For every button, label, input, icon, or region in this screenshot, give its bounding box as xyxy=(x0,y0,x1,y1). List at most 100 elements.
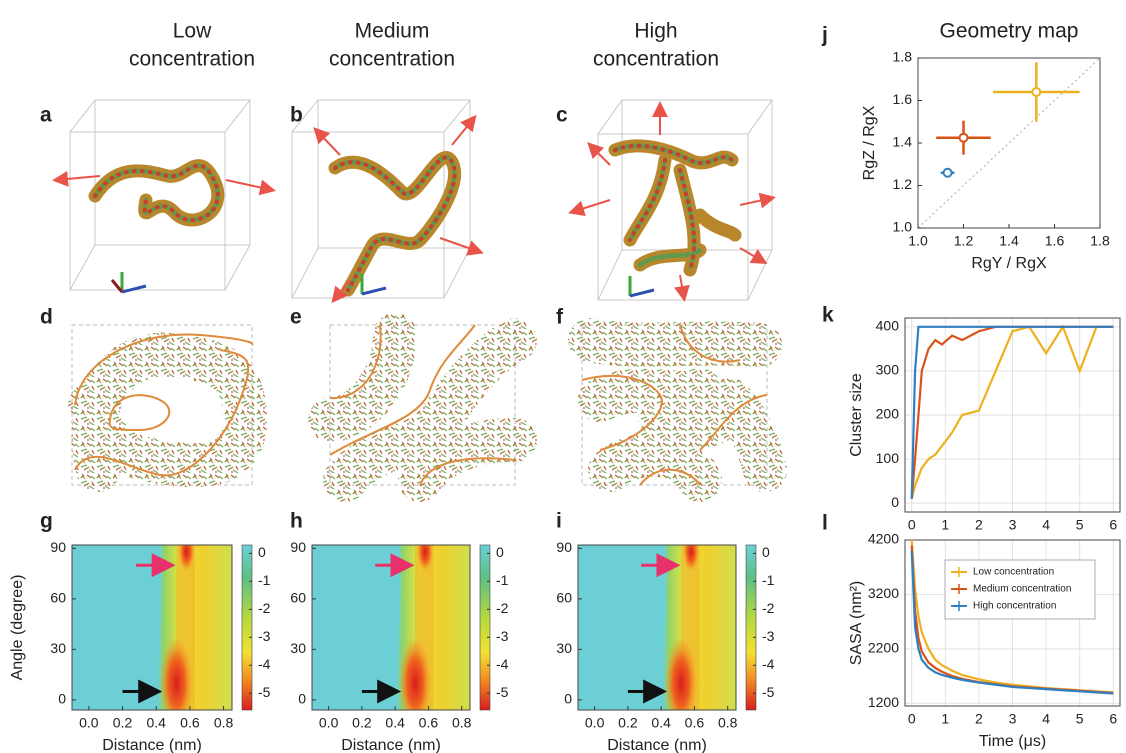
chart-title: Geometry map xyxy=(940,20,1079,43)
x-tick-label: 1.6 xyxy=(1045,233,1065,249)
colorbar-tick-label: -3 xyxy=(762,628,775,644)
y-tick-label: 200 xyxy=(876,406,900,422)
snapshot-3d xyxy=(52,99,276,294)
column-title: Medium xyxy=(355,20,430,43)
colorbar-tick-label: 0 xyxy=(496,544,504,560)
heatmap-hotspot xyxy=(178,545,195,572)
y-tick-label: 60 xyxy=(290,590,306,606)
x-tick-label: 0.4 xyxy=(385,715,405,731)
panel-label: h xyxy=(290,510,303,533)
x-tick-label: 0.6 xyxy=(685,715,705,731)
y-tick-label: 90 xyxy=(556,539,572,555)
plot-frame xyxy=(71,544,233,711)
panel-label: e xyxy=(290,306,302,329)
y-tick-label: 1.6 xyxy=(893,91,913,107)
y-tick-label: 2200 xyxy=(868,640,899,656)
x-tick-label: 0.4 xyxy=(146,715,166,731)
y-tick-label: 1.0 xyxy=(893,219,913,235)
legend-label: Medium concentration xyxy=(973,584,1071,595)
x-tick-label: 4 xyxy=(1042,711,1050,727)
snapshot-3d xyxy=(291,99,484,304)
series-line xyxy=(910,325,1114,499)
heatmap-hotspot xyxy=(682,545,700,572)
x-tick-label: 0.4 xyxy=(651,715,671,731)
legend-box xyxy=(944,559,1096,620)
x-tick-label: 0.6 xyxy=(180,715,200,731)
y-axis-label: Cluster size xyxy=(848,373,865,457)
panel-label: i xyxy=(556,510,562,533)
colorbar-tick-label: -1 xyxy=(496,572,509,588)
x-tick-label: 6 xyxy=(1109,517,1117,533)
x-tick-label: 0.2 xyxy=(618,715,638,731)
y-tick-label: 90 xyxy=(290,539,306,555)
line-panel: 0 1 2 3 4 5 6 1200 2200 3200 4200 Time (μs) SASA (nm… xyxy=(848,531,1121,750)
y-tick-label: 1200 xyxy=(868,694,899,710)
panel-label: l xyxy=(822,512,828,535)
plot-frame xyxy=(311,544,471,711)
panel-label: j xyxy=(821,24,828,47)
heatmap-panel: 0.0 0.2 0.4 0.6 0.8 0 30 60 90 Distance (nm) 0 -1 -2… xyxy=(556,539,775,753)
y-axis-label: SASA (nm²) xyxy=(848,581,865,665)
point xyxy=(958,132,969,143)
y-tick-label: 400 xyxy=(876,318,900,334)
x-tick-label: 1.8 xyxy=(1090,233,1110,249)
y-tick-label: 30 xyxy=(290,640,306,656)
x-axis-label: Distance (nm) xyxy=(607,737,707,753)
y-tick-label: 3200 xyxy=(868,585,899,601)
panel-label: f xyxy=(556,306,564,329)
colorbar-tick-label: -4 xyxy=(496,656,509,672)
y-tick-label: 60 xyxy=(556,590,572,606)
colorbar-tick-label: -4 xyxy=(762,656,775,672)
plot-frame xyxy=(577,544,737,711)
x-tick-label: 1.4 xyxy=(999,233,1019,249)
heatmap-hotspot xyxy=(398,635,432,710)
y-tick-label: 0 xyxy=(564,691,572,707)
y-tick-label: 30 xyxy=(556,640,572,656)
colorbar-tick-label: -2 xyxy=(762,600,775,616)
x-tick-label: 4 xyxy=(1042,517,1050,533)
panel-label: b xyxy=(290,104,303,127)
panel-label: k xyxy=(822,304,834,327)
panel-label: c xyxy=(556,104,568,127)
x-tick-label: 1 xyxy=(941,517,949,533)
heatmap-panel: 0.0 0.2 0.4 0.6 0.8 0 30 60 90 Distance (nm) 0 -1 -2… xyxy=(290,539,509,753)
y-tick-label: 30 xyxy=(50,640,66,656)
series-line xyxy=(910,324,1114,500)
colorbar-tick-label: -2 xyxy=(258,600,271,616)
column-title: concentration xyxy=(329,48,455,71)
snapshot-3d xyxy=(568,99,776,302)
y-tick-label: 0 xyxy=(891,494,899,510)
heatmap-image xyxy=(312,545,470,710)
column-title: concentration xyxy=(129,48,255,71)
y-tick-label: 300 xyxy=(876,362,900,378)
snapshot-2d xyxy=(68,324,268,492)
x-tick-label: 1.2 xyxy=(954,233,974,249)
x-tick-label: 2 xyxy=(975,711,983,727)
x-tick-label: 0.0 xyxy=(585,715,605,731)
x-tick-label: 5 xyxy=(1076,517,1084,533)
x-tick-label: 0.2 xyxy=(352,715,372,731)
colorbar-tick-label: -3 xyxy=(496,628,509,644)
plot-frame xyxy=(904,317,1121,513)
x-tick-label: 1.0 xyxy=(908,233,928,249)
scatter-panel: 1.0 1.2 1.4 1.6 1.8 1.0 1.2 1.4 1.6 1.8 Geometry m… xyxy=(861,20,1110,273)
y-tick-label: 4200 xyxy=(868,531,899,547)
heatmap-image xyxy=(72,545,232,710)
colorbar-tick-label: -1 xyxy=(258,572,271,588)
column-title: High xyxy=(634,20,677,43)
x-tick-label: 0.0 xyxy=(319,715,339,731)
line-panel: 0 1 2 3 4 5 6 0 100 200 300 400 Cluster size xyxy=(848,317,1121,533)
heatmap-hotspot xyxy=(159,635,194,710)
heatmap-image xyxy=(578,545,736,710)
x-tick-label: 3 xyxy=(1009,711,1017,727)
colorbar-tick-label: 0 xyxy=(258,544,266,560)
x-tick-label: 0 xyxy=(908,711,916,727)
heatmap-panel: 0.0 0.2 0.4 0.6 0.8 0 30 60 90 Distance (nm) Angle… xyxy=(9,539,271,753)
heatmap-hotspot xyxy=(416,545,434,572)
y-axis-label: RgZ / RgX xyxy=(861,105,878,180)
colorbar xyxy=(479,544,491,711)
x-tick-label: 2 xyxy=(975,517,983,533)
y-tick-label: 1.2 xyxy=(893,176,913,192)
snapshot-2d xyxy=(308,313,537,502)
diagonal xyxy=(917,57,1101,229)
